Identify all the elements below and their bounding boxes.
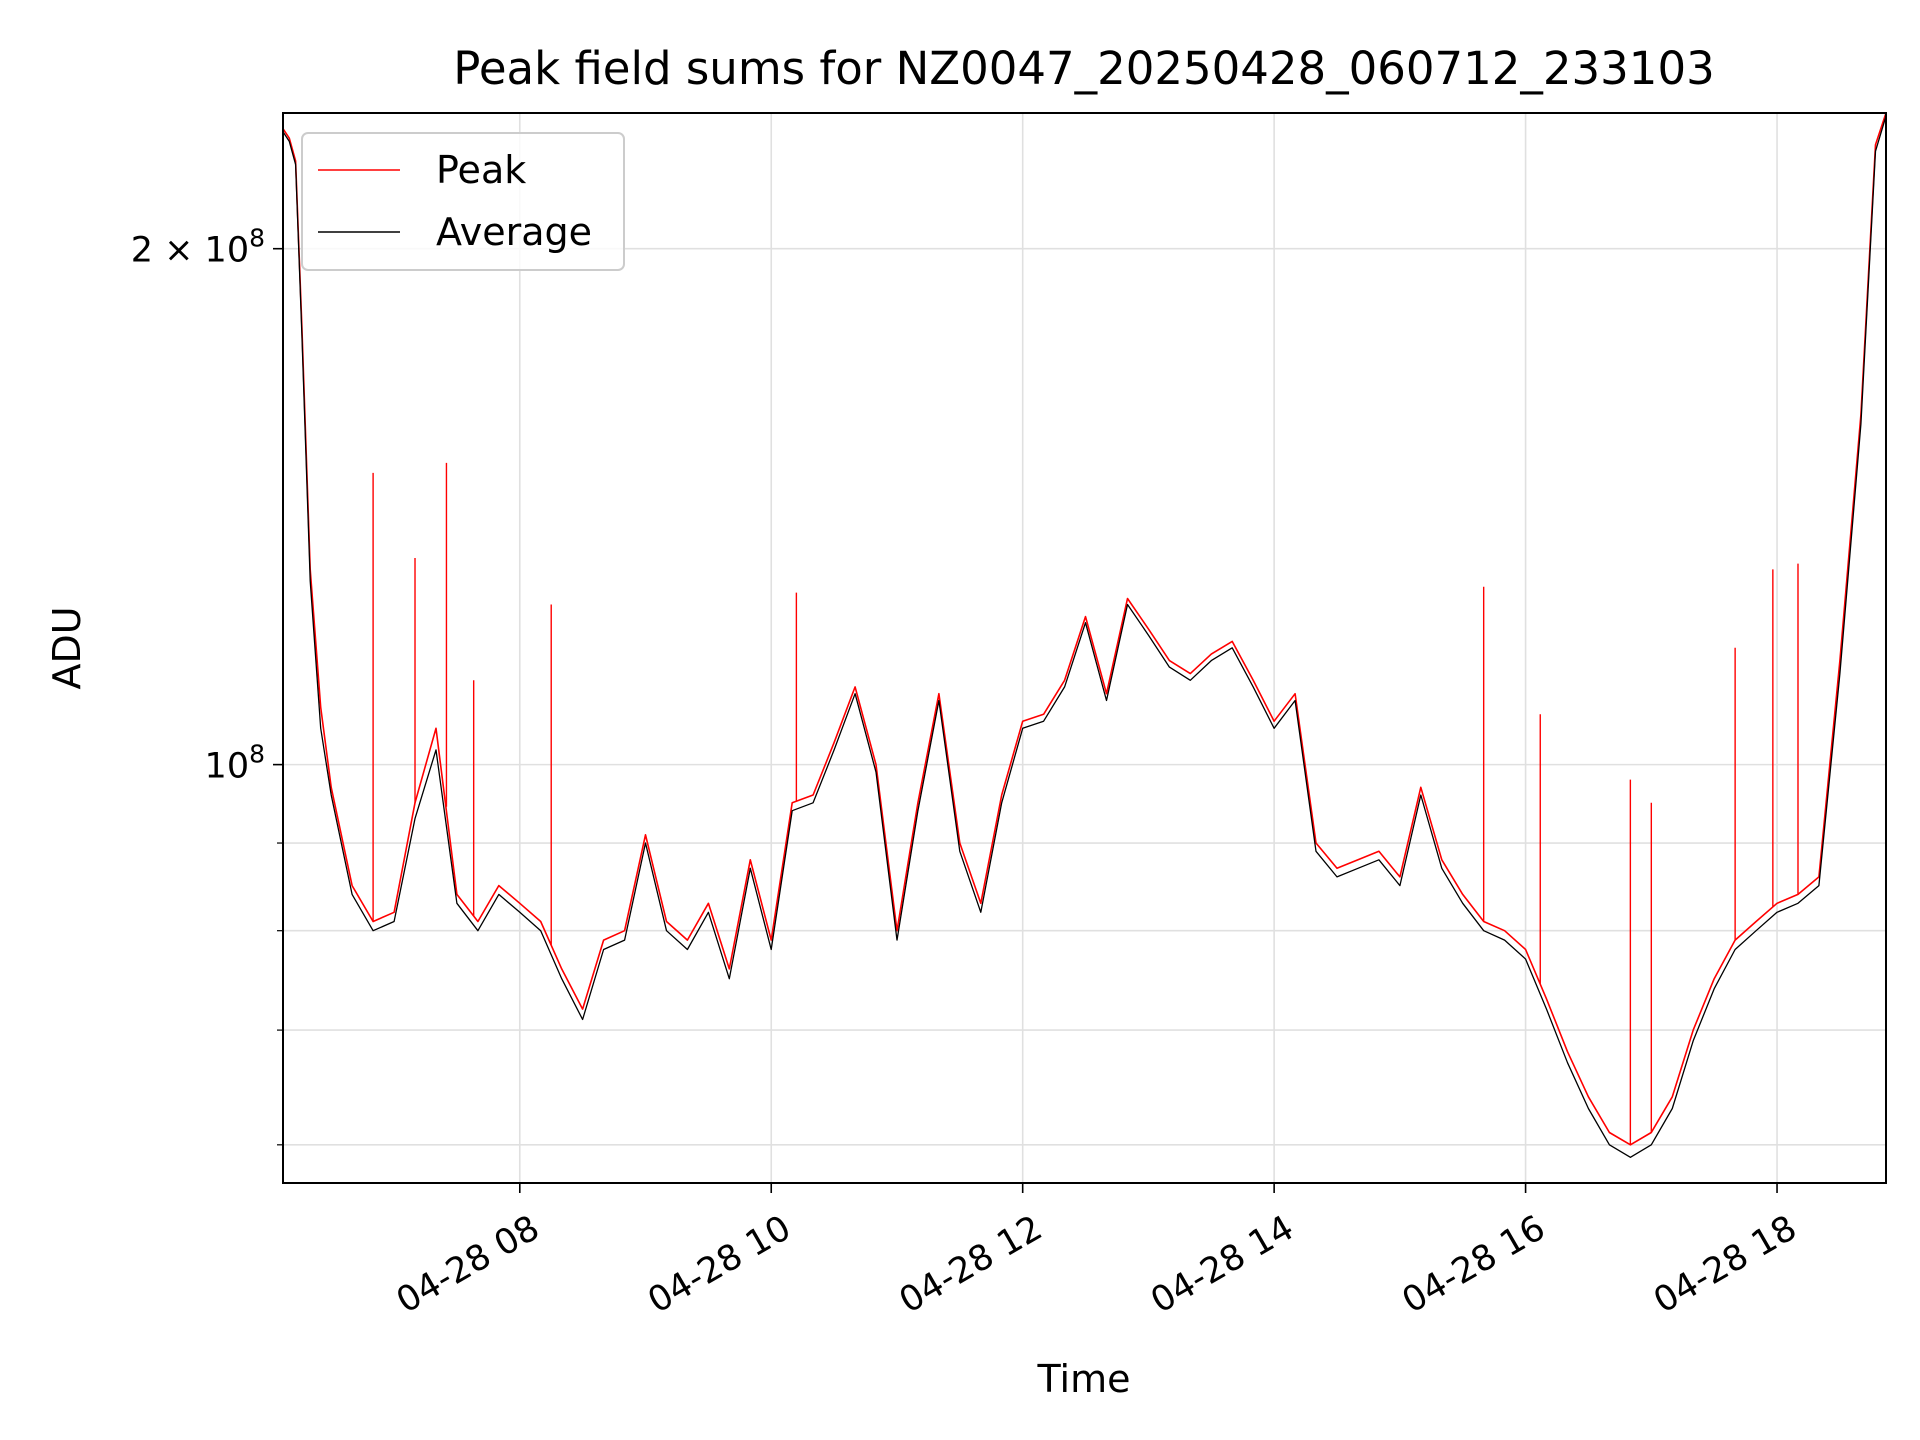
plot-frame <box>282 112 1887 1184</box>
y-tick-label: 108 <box>205 740 265 787</box>
series-line-average <box>282 115 1887 1158</box>
legend-box <box>301 132 625 271</box>
y-axis-label: ADU <box>45 606 89 689</box>
series-line-peak <box>282 112 1887 1146</box>
chart-title: Peak field sums for NZ0047_20250428_0607… <box>453 42 1714 95</box>
legend-average-label: Average <box>436 210 592 254</box>
y-major-ticks: 108 2 × 108 <box>131 224 283 787</box>
x-axis-label: Time <box>1037 1357 1131 1401</box>
series-layer <box>282 112 1887 1158</box>
y-tick-label: 2 × 108 <box>131 224 265 271</box>
legend: Peak Average <box>301 132 625 271</box>
legend-peak-label: Peak <box>436 148 526 192</box>
